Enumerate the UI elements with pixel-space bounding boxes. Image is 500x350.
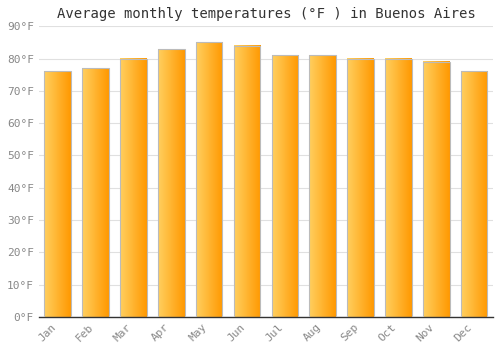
Bar [196,42,222,317]
Bar [423,62,450,317]
Bar [158,49,184,317]
Bar [461,71,487,317]
Bar [272,55,298,317]
Bar [44,71,71,317]
Title: Average monthly temperatures (°F ) in Buenos Aires: Average monthly temperatures (°F ) in Bu… [56,7,476,21]
Bar [385,58,411,317]
Bar [82,68,109,317]
Bar [310,55,336,317]
Bar [234,46,260,317]
Bar [348,58,374,317]
Bar [120,58,146,317]
